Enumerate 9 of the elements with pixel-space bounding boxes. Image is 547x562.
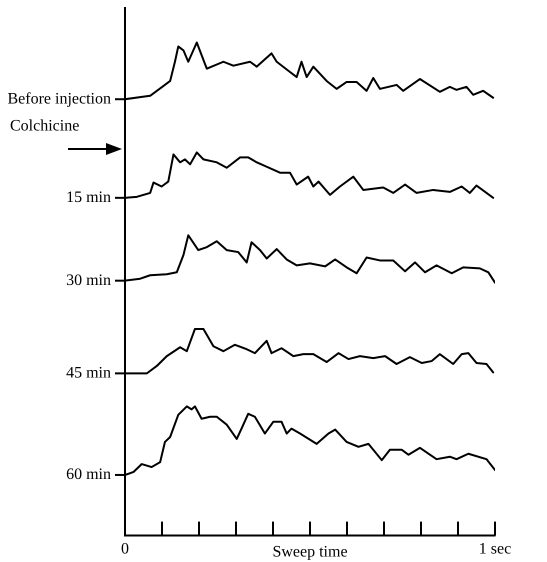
x-tick-label: 1 sec — [478, 540, 512, 558]
legend-label: Before injection — [7, 90, 111, 108]
x-tick-label: 0 — [121, 540, 129, 558]
x-axis-title: Sweep time — [272, 544, 348, 561]
legend-label: 15 min — [66, 189, 111, 206]
legend-label: 45 min — [66, 364, 111, 382]
legend-label: 60 min — [66, 466, 111, 484]
legend-label: 30 min — [66, 272, 111, 289]
text: Colchicine — [10, 118, 80, 135]
